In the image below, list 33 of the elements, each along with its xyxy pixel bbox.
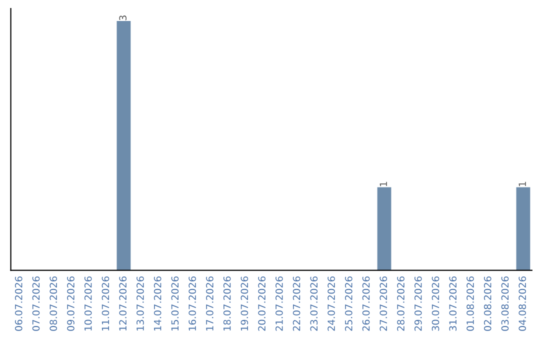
x-tick-label: 15.07.2026 bbox=[171, 276, 179, 330]
x-tick-label: 10.07.2026 bbox=[84, 276, 92, 330]
x-tick-label: 12.07.2026 bbox=[119, 276, 127, 330]
x-tick-label: 17.07.2026 bbox=[206, 276, 214, 330]
x-tick-label: 03.08.2026 bbox=[501, 276, 509, 331]
x-tick-label: 08.07.2026 bbox=[50, 276, 58, 331]
x-tick-label: 09.07.2026 bbox=[67, 276, 74, 331]
data-label: 3 bbox=[119, 16, 127, 20]
x-tick-label: 01.08.2026 bbox=[466, 276, 474, 331]
x-tick-label: 20.07.2026 bbox=[258, 276, 266, 331]
x-tick-label: 31.07.2026 bbox=[449, 276, 457, 331]
x-tick-label: 21.07.2026 bbox=[276, 276, 283, 331]
x-tick-label: 06.07.2026 bbox=[14, 276, 22, 331]
data-label: 1 bbox=[518, 182, 526, 186]
x-tick-label: 11.07.2026 bbox=[102, 276, 110, 330]
x-tick-label: 13.07.2026 bbox=[136, 276, 144, 330]
x-tick-label: 22.07.2026 bbox=[292, 276, 300, 331]
x-tick-label: 29.07.2026 bbox=[414, 276, 422, 331]
x-tick-label: 23.07.2026 bbox=[310, 276, 318, 331]
x-tick-label: 14.07.2026 bbox=[154, 276, 162, 330]
x-tick-label: 30.07.2026 bbox=[432, 276, 440, 331]
x-tick-label: 07.07.2026 bbox=[32, 276, 40, 331]
x-tick-label: 02.08.2026 bbox=[484, 276, 492, 331]
x-tick-label: 24.07.2026 bbox=[328, 276, 335, 331]
x-tick-label: 28.07.2026 bbox=[397, 276, 404, 331]
x-tick-label: 25.07.2026 bbox=[344, 276, 352, 331]
x-tick-label: 27.07.2026 bbox=[380, 276, 388, 331]
x-tick-label: 04.08.2026 bbox=[518, 276, 526, 331]
data-label: 1 bbox=[380, 182, 387, 186]
x-tick-label: 19.07.2026 bbox=[240, 276, 248, 330]
x-tick-label: 16.07.2026 bbox=[188, 276, 196, 330]
x-tick-label: 26.07.2026 bbox=[362, 276, 370, 331]
x-tick-label: 18.07.2026 bbox=[223, 276, 231, 330]
